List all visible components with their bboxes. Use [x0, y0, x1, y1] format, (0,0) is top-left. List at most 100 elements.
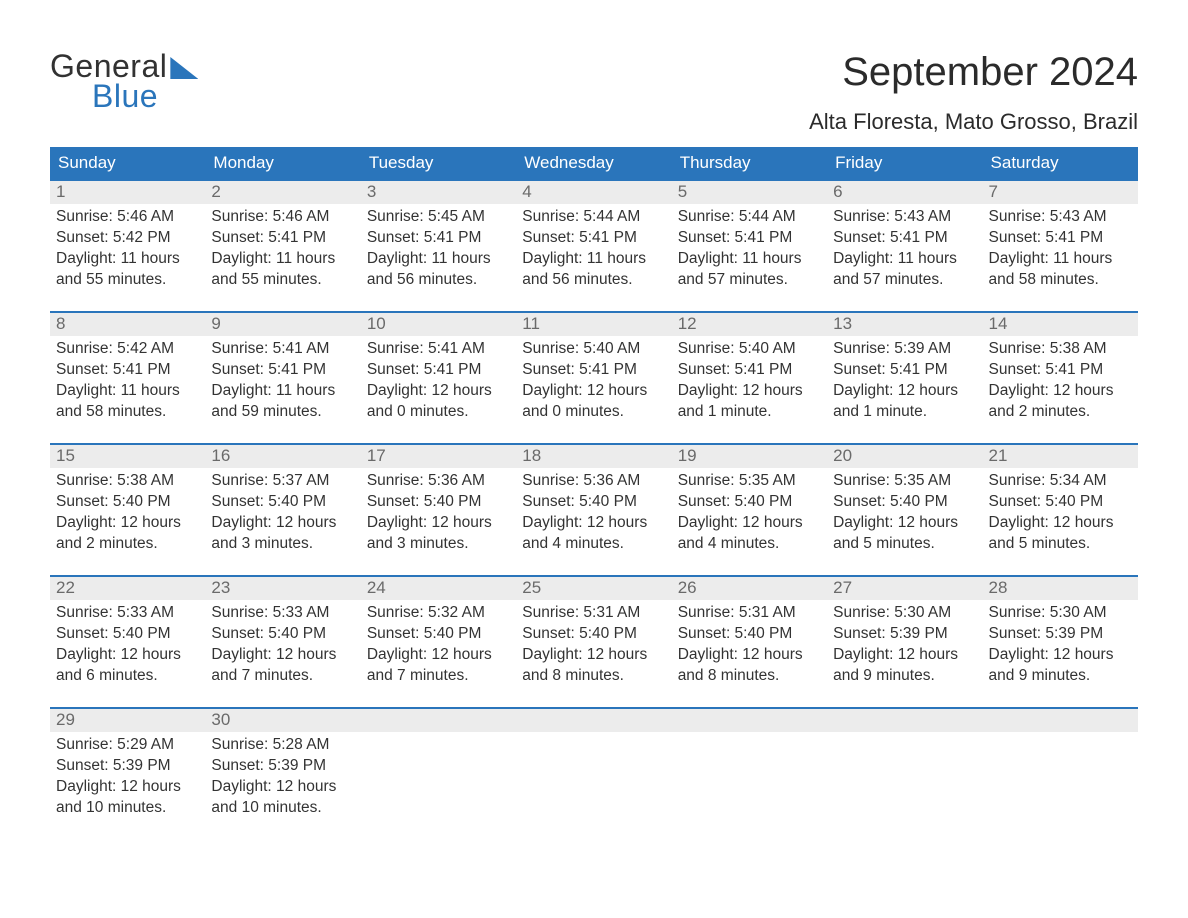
day-number-empty — [516, 709, 671, 732]
sunrise-text: Sunrise: 5:29 AM — [56, 735, 199, 756]
sunset-text: Sunset: 5:40 PM — [678, 492, 821, 513]
week-row: 8Sunrise: 5:42 AMSunset: 5:41 PMDaylight… — [50, 312, 1138, 444]
sunrise-text: Sunrise: 5:30 AM — [989, 603, 1132, 624]
sunrise-text: Sunrise: 5:41 AM — [367, 339, 510, 360]
day-number-empty — [361, 709, 516, 732]
sunrise-text: Sunrise: 5:31 AM — [678, 603, 821, 624]
sunrise-text: Sunrise: 5:44 AM — [522, 207, 665, 228]
day-cell — [672, 708, 827, 840]
day-body: Sunrise: 5:36 AMSunset: 5:40 PMDaylight:… — [361, 468, 516, 561]
sunset-text: Sunset: 5:40 PM — [211, 492, 354, 513]
day-cell: 12Sunrise: 5:40 AMSunset: 5:41 PMDayligh… — [672, 312, 827, 444]
sunset-text: Sunset: 5:41 PM — [678, 228, 821, 249]
day-body: Sunrise: 5:42 AMSunset: 5:41 PMDaylight:… — [50, 336, 205, 429]
sunset-text: Sunset: 5:41 PM — [211, 360, 354, 381]
daylight-text: Daylight: 11 hours and 57 minutes. — [833, 249, 976, 291]
day-cell: 3Sunrise: 5:45 AMSunset: 5:41 PMDaylight… — [361, 180, 516, 312]
sunset-text: Sunset: 5:40 PM — [211, 624, 354, 645]
day-number: 27 — [827, 577, 982, 600]
day-cell: 20Sunrise: 5:35 AMSunset: 5:40 PMDayligh… — [827, 444, 982, 576]
day-cell: 15Sunrise: 5:38 AMSunset: 5:40 PMDayligh… — [50, 444, 205, 576]
sunset-text: Sunset: 5:41 PM — [522, 228, 665, 249]
daylight-text: Daylight: 12 hours and 4 minutes. — [522, 513, 665, 555]
sunrise-text: Sunrise: 5:44 AM — [678, 207, 821, 228]
daylight-text: Daylight: 12 hours and 8 minutes. — [522, 645, 665, 687]
day-cell: 26Sunrise: 5:31 AMSunset: 5:40 PMDayligh… — [672, 576, 827, 708]
day-number: 30 — [205, 709, 360, 732]
sunset-text: Sunset: 5:42 PM — [56, 228, 199, 249]
day-body: Sunrise: 5:29 AMSunset: 5:39 PMDaylight:… — [50, 732, 205, 825]
sunrise-text: Sunrise: 5:33 AM — [211, 603, 354, 624]
day-number: 9 — [205, 313, 360, 336]
day-cell: 6Sunrise: 5:43 AMSunset: 5:41 PMDaylight… — [827, 180, 982, 312]
day-cell: 5Sunrise: 5:44 AMSunset: 5:41 PMDaylight… — [672, 180, 827, 312]
daylight-text: Daylight: 12 hours and 3 minutes. — [211, 513, 354, 555]
daylight-text: Daylight: 11 hours and 55 minutes. — [211, 249, 354, 291]
daylight-text: Daylight: 12 hours and 9 minutes. — [833, 645, 976, 687]
daylight-text: Daylight: 12 hours and 1 minute. — [833, 381, 976, 423]
sunrise-text: Sunrise: 5:40 AM — [678, 339, 821, 360]
day-body: Sunrise: 5:30 AMSunset: 5:39 PMDaylight:… — [827, 600, 982, 693]
sunrise-text: Sunrise: 5:38 AM — [56, 471, 199, 492]
day-body: Sunrise: 5:40 AMSunset: 5:41 PMDaylight:… — [516, 336, 671, 429]
sunset-text: Sunset: 5:39 PM — [833, 624, 976, 645]
week-row: 22Sunrise: 5:33 AMSunset: 5:40 PMDayligh… — [50, 576, 1138, 708]
day-body: Sunrise: 5:44 AMSunset: 5:41 PMDaylight:… — [672, 204, 827, 297]
sunrise-text: Sunrise: 5:35 AM — [678, 471, 821, 492]
sunset-text: Sunset: 5:40 PM — [522, 624, 665, 645]
day-body: Sunrise: 5:37 AMSunset: 5:40 PMDaylight:… — [205, 468, 360, 561]
week-row: 15Sunrise: 5:38 AMSunset: 5:40 PMDayligh… — [50, 444, 1138, 576]
day-body: Sunrise: 5:36 AMSunset: 5:40 PMDaylight:… — [516, 468, 671, 561]
day-cell: 13Sunrise: 5:39 AMSunset: 5:41 PMDayligh… — [827, 312, 982, 444]
sunrise-text: Sunrise: 5:30 AM — [833, 603, 976, 624]
day-number-empty — [827, 709, 982, 732]
sunrise-text: Sunrise: 5:46 AM — [211, 207, 354, 228]
weekday-header: Sunday — [50, 147, 205, 180]
sunrise-text: Sunrise: 5:40 AM — [522, 339, 665, 360]
sunrise-text: Sunrise: 5:43 AM — [833, 207, 976, 228]
week-row: 29Sunrise: 5:29 AMSunset: 5:39 PMDayligh… — [50, 708, 1138, 840]
day-cell: 23Sunrise: 5:33 AMSunset: 5:40 PMDayligh… — [205, 576, 360, 708]
daylight-text: Daylight: 11 hours and 57 minutes. — [678, 249, 821, 291]
calendar-table: Sunday Monday Tuesday Wednesday Thursday… — [50, 147, 1138, 840]
daylight-text: Daylight: 12 hours and 1 minute. — [678, 381, 821, 423]
sunset-text: Sunset: 5:40 PM — [833, 492, 976, 513]
day-cell: 9Sunrise: 5:41 AMSunset: 5:41 PMDaylight… — [205, 312, 360, 444]
sunset-text: Sunset: 5:41 PM — [989, 228, 1132, 249]
day-body: Sunrise: 5:31 AMSunset: 5:40 PMDaylight:… — [672, 600, 827, 693]
daylight-text: Daylight: 12 hours and 9 minutes. — [989, 645, 1132, 687]
daylight-text: Daylight: 12 hours and 6 minutes. — [56, 645, 199, 687]
day-number: 17 — [361, 445, 516, 468]
daylight-text: Daylight: 12 hours and 10 minutes. — [56, 777, 199, 819]
sunrise-text: Sunrise: 5:33 AM — [56, 603, 199, 624]
day-body: Sunrise: 5:30 AMSunset: 5:39 PMDaylight:… — [983, 600, 1138, 693]
day-number: 23 — [205, 577, 360, 600]
brand-logo: General Blue — [50, 50, 198, 112]
day-cell: 30Sunrise: 5:28 AMSunset: 5:39 PMDayligh… — [205, 708, 360, 840]
daylight-text: Daylight: 11 hours and 59 minutes. — [211, 381, 354, 423]
day-number-empty — [983, 709, 1138, 732]
brand-line2: Blue — [92, 80, 198, 112]
day-cell: 14Sunrise: 5:38 AMSunset: 5:41 PMDayligh… — [983, 312, 1138, 444]
daylight-text: Daylight: 11 hours and 58 minutes. — [989, 249, 1132, 291]
day-body: Sunrise: 5:46 AMSunset: 5:41 PMDaylight:… — [205, 204, 360, 297]
day-number: 2 — [205, 181, 360, 204]
title-block: September 2024 Alta Floresta, Mato Gross… — [809, 50, 1138, 143]
day-number: 25 — [516, 577, 671, 600]
sunrise-text: Sunrise: 5:36 AM — [522, 471, 665, 492]
day-body: Sunrise: 5:28 AMSunset: 5:39 PMDaylight:… — [205, 732, 360, 825]
day-number: 13 — [827, 313, 982, 336]
day-cell: 29Sunrise: 5:29 AMSunset: 5:39 PMDayligh… — [50, 708, 205, 840]
daylight-text: Daylight: 11 hours and 56 minutes. — [367, 249, 510, 291]
day-body: Sunrise: 5:35 AMSunset: 5:40 PMDaylight:… — [672, 468, 827, 561]
sunset-text: Sunset: 5:39 PM — [211, 756, 354, 777]
day-cell: 28Sunrise: 5:30 AMSunset: 5:39 PMDayligh… — [983, 576, 1138, 708]
day-body: Sunrise: 5:40 AMSunset: 5:41 PMDaylight:… — [672, 336, 827, 429]
sunrise-text: Sunrise: 5:28 AM — [211, 735, 354, 756]
day-body: Sunrise: 5:45 AMSunset: 5:41 PMDaylight:… — [361, 204, 516, 297]
daylight-text: Daylight: 11 hours and 56 minutes. — [522, 249, 665, 291]
daylight-text: Daylight: 12 hours and 8 minutes. — [678, 645, 821, 687]
day-cell: 18Sunrise: 5:36 AMSunset: 5:40 PMDayligh… — [516, 444, 671, 576]
day-number: 16 — [205, 445, 360, 468]
day-cell — [983, 708, 1138, 840]
